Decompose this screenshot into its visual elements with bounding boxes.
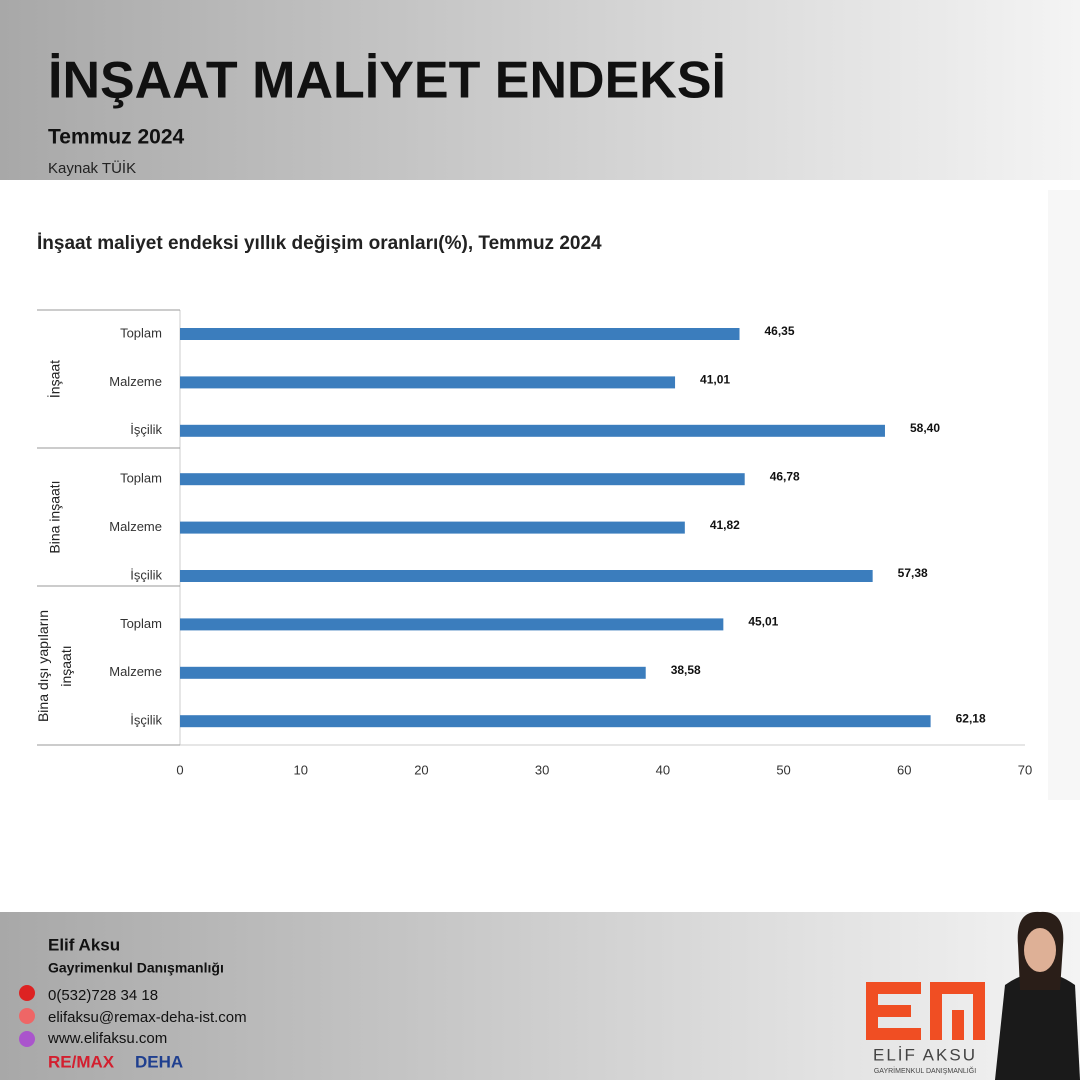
bar: [180, 376, 676, 389]
logo-mark: [866, 982, 985, 1040]
value-label: 57,38: [898, 566, 928, 580]
x-tick-label: 40: [656, 762, 670, 777]
value-label: 45,01: [748, 615, 778, 629]
plot: 0 10 20 30 40 50 60 70 Toplam 46,35 Malzeme 41,01 İş…: [37, 309, 1032, 777]
value-label: 62,18: [956, 711, 986, 725]
x-tick-label: 20: [414, 762, 428, 777]
header-subtitle: Temmuz 2024: [48, 126, 184, 149]
x-tick-label: 50: [776, 762, 790, 777]
value-label: 41,82: [710, 518, 740, 532]
mail-icon: [19, 1008, 35, 1024]
value-label: 46,35: [765, 324, 795, 338]
chart-title: İnşaat maliyet endeksi yıllık değişim or…: [37, 233, 602, 254]
value-label: 46,78: [770, 469, 800, 483]
y-tick-label: Malzeme: [109, 664, 162, 679]
y-tick-label: Toplam: [120, 325, 162, 340]
footer-name: Elif Aksu: [48, 935, 120, 954]
value-label: 41,01: [700, 373, 730, 387]
value-label: 58,40: [910, 421, 940, 435]
footer-role: Gayrimenkul Danışmanlığı: [48, 960, 224, 976]
y-tick-label: Toplam: [120, 471, 162, 486]
value-label: 38,58: [671, 663, 701, 677]
group-label: İnşaat: [46, 359, 63, 399]
x-tick-label: 60: [897, 762, 911, 777]
y-tick-label: İşçilik: [130, 422, 162, 437]
bar: [180, 473, 745, 486]
header-title: İNŞAAT MALİYET ENDEKSİ: [48, 52, 726, 110]
bar: [180, 424, 885, 437]
y-tick-label: Toplam: [120, 616, 162, 631]
bar: [180, 328, 740, 340]
bar: [180, 521, 685, 534]
header-source: Kaynak TÜİK: [48, 159, 136, 177]
logo-name: ELİF AKSU: [873, 1045, 977, 1064]
group-label: Bina dışı yapıların inşaatı: [35, 609, 74, 722]
bar: [180, 618, 724, 631]
logo-sub: GAYRİMENKUL DANIŞMANLIĞI: [874, 1066, 976, 1075]
x-tick-label: 70: [1018, 762, 1032, 777]
footer-bg: [0, 912, 1080, 1080]
x-tick-label: 10: [293, 762, 307, 777]
x-tick-label: 30: [535, 762, 549, 777]
panel-edge: [1048, 190, 1080, 800]
footer-email: elifaksu@remax-deha-ist.com: [48, 1009, 247, 1026]
bar: [180, 715, 931, 728]
y-tick-label: İşçilik: [130, 567, 162, 582]
y-tick-label: Malzeme: [109, 519, 162, 534]
group-label: Bina inşaatı: [46, 480, 63, 554]
y-tick-label: İşçilik: [130, 713, 162, 728]
web-icon: [19, 1031, 35, 1047]
header-bg: [0, 0, 1080, 180]
y-tick-label: Malzeme: [109, 374, 162, 389]
brand: RE/MAX: [48, 1052, 115, 1071]
footer-phone: 0(532)728 34 18: [48, 987, 158, 1004]
bar: [180, 666, 646, 679]
x-tick-label: 0: [176, 762, 183, 777]
phone-icon: [19, 985, 35, 1001]
portrait: [995, 911, 1080, 1080]
footer-web: www.elifaksu.com: [47, 1030, 167, 1047]
bar: [180, 570, 873, 582]
brand-office: DEHA: [135, 1052, 183, 1071]
